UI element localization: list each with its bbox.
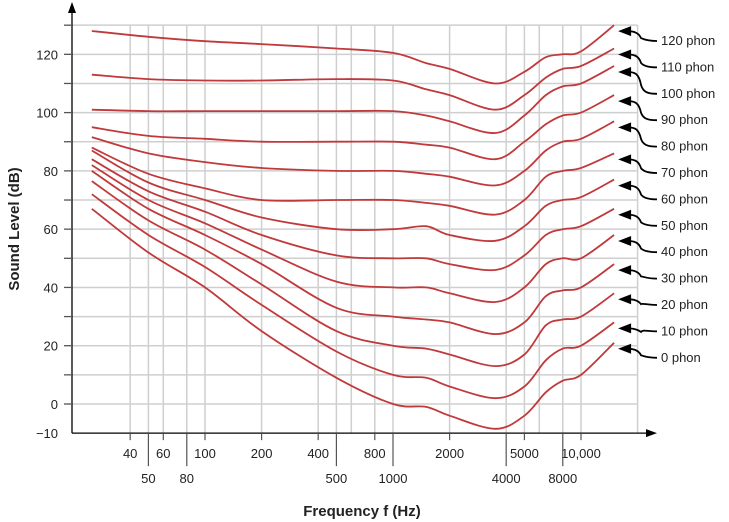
x-tick-label: 80 [180,471,194,486]
arrow-head-icon [618,26,632,37]
phon-arrow [628,213,658,227]
phon-label: 10 phon [661,323,708,338]
curve-120-phon [91,24,615,85]
phon-arrow [628,71,658,95]
x-tick-label: 800 [364,446,386,461]
arrow-head-icon [618,294,632,305]
x-tick-label: 50 [141,471,155,486]
y-axis-arrow-icon [68,2,76,13]
y-tick-label: 80 [44,164,58,179]
phon-label: 40 phon [661,244,708,259]
arrow-head-icon [618,265,632,276]
x-axis-arrow-icon [646,429,657,438]
phon-arrow [628,269,658,280]
x-tick-label: 2000 [435,446,464,461]
phon-label: 20 phon [661,297,708,312]
phon-arrow [628,298,658,306]
curve-70-phon [91,146,615,216]
phon-label: 110 phon [661,59,714,74]
phon-label: 50 phon [661,218,708,233]
y-tick-label: 100 [36,106,58,121]
curves [91,24,615,430]
x-tick-label: 100 [194,446,216,461]
arrow-head-icon [618,180,632,191]
arrow-head-icon [618,154,632,165]
phon-arrow [628,327,658,334]
arrow-head-icon [618,235,632,246]
x-tick-label: 10,000 [561,446,601,461]
x-tick-label: 400 [307,446,329,461]
y-tick-label: 0 [51,397,58,412]
phon-arrow [628,184,658,201]
arrow-head-icon [618,66,632,77]
y-tick-label: 60 [44,222,58,237]
arrow-head-icon [618,343,632,354]
y-tick-label: 20 [44,339,58,354]
phon-label: 30 phon [661,271,708,286]
y-tick-label: 120 [36,47,58,62]
curve-20-phon [91,180,615,368]
x-tick-label: 5000 [510,446,539,461]
curve-90-phon [91,94,615,161]
phon-arrow [628,100,658,122]
phon-arrow [628,30,658,42]
phon-arrow [628,158,658,174]
arrow-head-icon [618,209,632,220]
y-axis-title: Sound Level (dB) [6,167,23,290]
x-tick-label: 500 [326,471,348,486]
phon-label: 0 phon [661,350,701,365]
phon-arrow [628,347,658,359]
curve-40-phon [91,164,615,303]
x-tick-label: 1000 [379,471,408,486]
phon-arrow [628,53,658,69]
y-tick-label: −10 [36,426,58,441]
y-tick-label: 40 [44,280,58,295]
phon-labels: 120 phon 110 phon 100 phon 90 phon 80 phon 70… [618,26,715,365]
curve-80-phon [91,120,615,187]
curve-50-phon [91,158,615,272]
phon-label: 90 phon [661,112,708,127]
x-tick-label: 40 [123,446,137,461]
phon-label: 80 phon [661,139,708,154]
phon-label: 100 phon [661,86,715,101]
arrow-head-icon [618,96,632,107]
arrow-head-icon [618,122,632,133]
phon-label: 60 phon [661,191,708,206]
curve-110-phon [91,47,615,111]
arrow-head-icon [618,49,632,60]
curve-60-phon [91,149,615,242]
curve-100-phon [91,65,615,134]
phon-label: 120 phon [661,33,715,48]
phon-label: 70 phon [661,165,708,180]
curve-30-phon [91,170,615,336]
curve-10-phon [91,193,615,400]
x-tick-label: 8000 [548,471,577,486]
x-tick-label: 60 [156,446,170,461]
phon-arrow [628,240,658,254]
phon-arrow [628,126,658,148]
x-tick-label: 4000 [492,471,521,486]
arrow-head-icon [618,323,632,334]
x-axis-title: Frequency f (Hz) [303,503,421,520]
curve-0-phon [91,208,615,430]
x-tick-label: 200 [251,446,273,461]
